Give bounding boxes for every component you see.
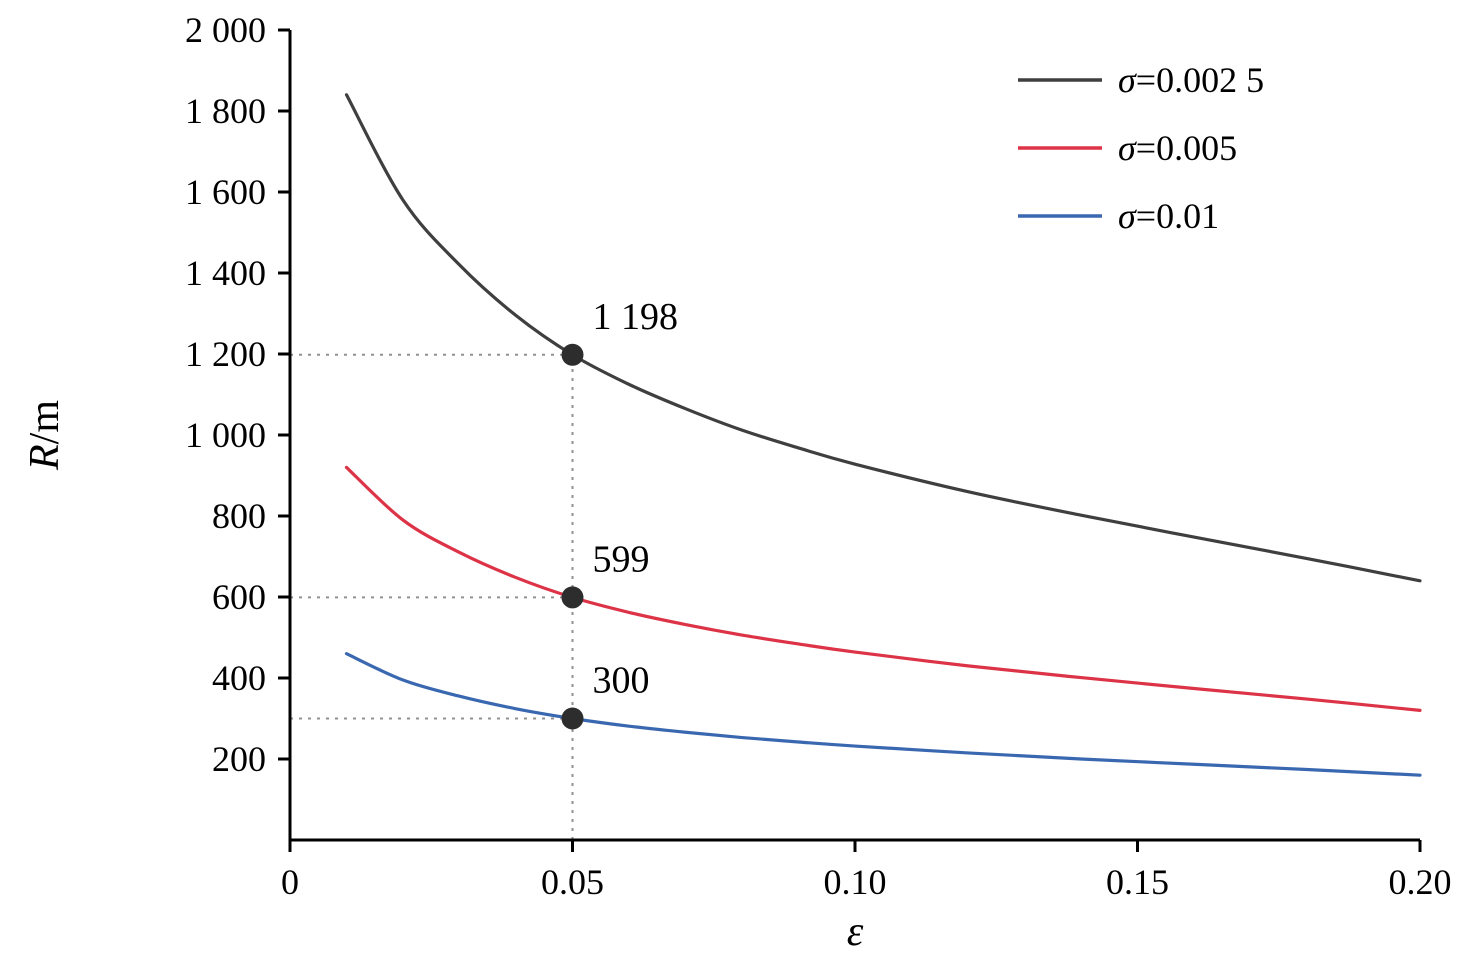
y-tick-label: 1 400 bbox=[185, 253, 266, 293]
x-tick-label: 0 bbox=[281, 862, 299, 902]
series-curve-2 bbox=[344, 652, 1422, 777]
y-tick-label: 1 600 bbox=[185, 172, 266, 212]
x-axis-title: ε bbox=[847, 909, 864, 955]
x-tick-label: 0.20 bbox=[1389, 862, 1452, 902]
annotation-label-1: 599 bbox=[593, 538, 650, 580]
annotation-marker-2 bbox=[561, 707, 584, 730]
annotation-marker-0 bbox=[561, 343, 584, 366]
legend-label-2: σ=0.01 bbox=[1118, 196, 1219, 236]
annotation-label-2: 300 bbox=[593, 660, 650, 702]
annotation-label-0: 1 198 bbox=[593, 296, 679, 338]
y-tick-label: 600 bbox=[212, 577, 266, 617]
x-tick-label: 0.10 bbox=[824, 862, 887, 902]
y-tick-label: 800 bbox=[212, 496, 266, 536]
legend-label-0: σ=0.002 5 bbox=[1118, 60, 1264, 100]
annotation-marker-1 bbox=[561, 586, 584, 609]
y-tick-label: 400 bbox=[212, 658, 266, 698]
x-tick-label: 0.15 bbox=[1106, 862, 1169, 902]
y-tick-label: 1 200 bbox=[185, 334, 266, 374]
legend-label-1: σ=0.005 bbox=[1118, 128, 1237, 168]
y-tick-label: 1 800 bbox=[185, 91, 266, 131]
y-axis-title: R/m bbox=[22, 400, 68, 471]
series-curve-1 bbox=[344, 465, 1422, 712]
y-tick-label: 200 bbox=[212, 739, 266, 779]
x-tick-label: 0.05 bbox=[541, 862, 604, 902]
y-tick-label: 1 000 bbox=[185, 415, 266, 455]
series-curve-0 bbox=[344, 93, 1422, 583]
y-tick-label: 2 000 bbox=[185, 10, 266, 50]
